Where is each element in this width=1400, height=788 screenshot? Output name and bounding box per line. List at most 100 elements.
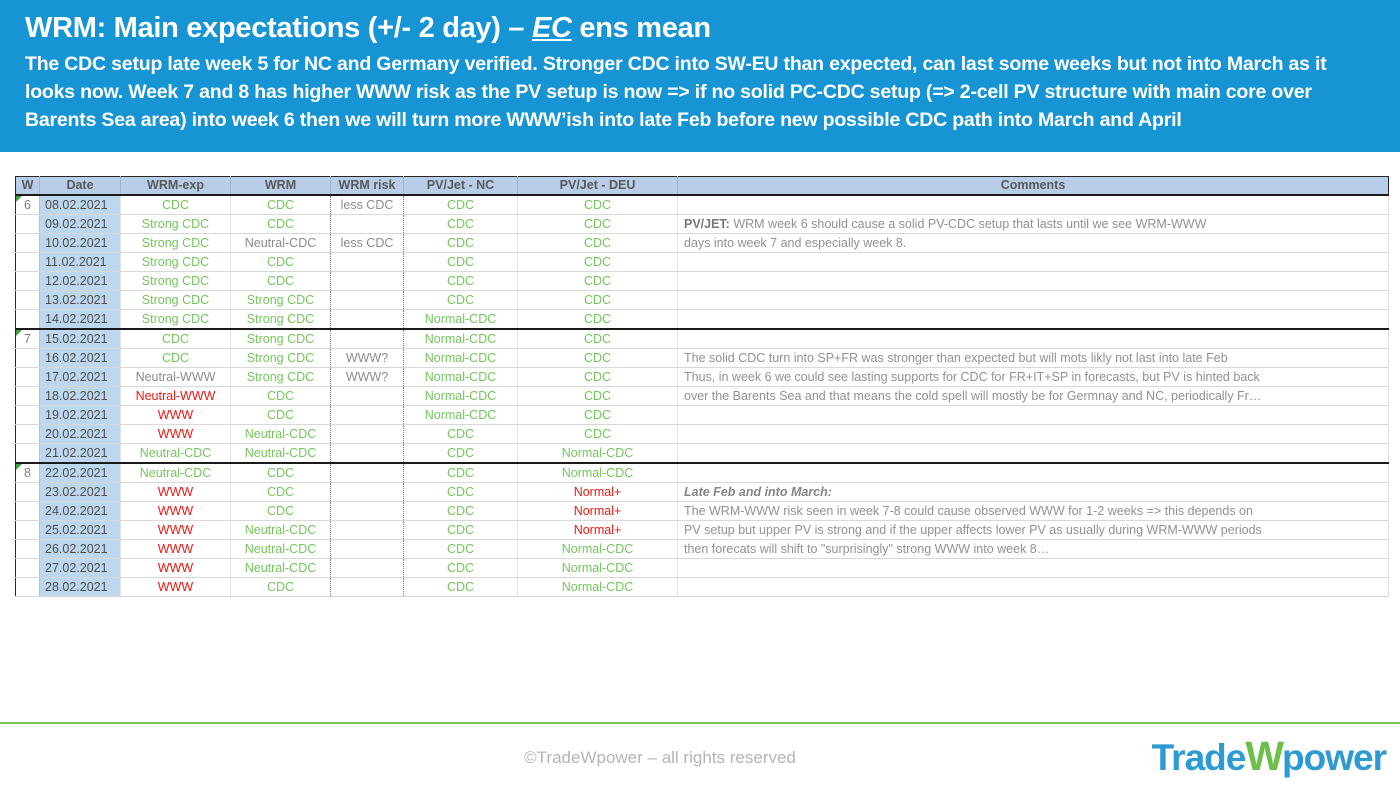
page-title-prefix: WRM: Main expectations (+/- 2 day) – xyxy=(25,12,532,44)
pv-jet-nc-cell: CDC xyxy=(403,462,518,483)
date-cell: 26.02.2021 xyxy=(39,539,121,559)
wrm-cell: Strong CDC xyxy=(230,328,331,349)
comment-cell xyxy=(677,405,1389,425)
week-cell xyxy=(15,443,40,464)
week-cell xyxy=(15,233,40,253)
comment-cell xyxy=(677,577,1389,597)
pv-jet-nc-cell: CDC xyxy=(403,271,518,291)
week-cell xyxy=(15,539,40,559)
wrm-cell: Neutral-CDC xyxy=(230,539,331,559)
wrm-cell: CDC xyxy=(230,405,331,425)
wrm-cell: Neutral-CDC xyxy=(230,443,331,464)
wrm-cell: CDC xyxy=(230,252,331,272)
table-row: 19.02.2021 WWW CDC Normal-CDC CDC xyxy=(15,405,1389,425)
comment-cell xyxy=(677,271,1389,291)
wrm-exp-cell: WWW xyxy=(120,558,231,578)
pv-jet-deu-cell: Normal-CDC xyxy=(517,558,678,578)
table-row: 12.02.2021 Strong CDC CDC CDC CDC xyxy=(15,271,1389,291)
pv-jet-deu-cell: Normal-CDC xyxy=(517,539,678,559)
column-header-pv-jet-deu: PV/Jet - DEU xyxy=(517,176,678,196)
table-row: 23.02.2021 WWW CDC CDC Normal+ Late Feb and i… xyxy=(15,482,1389,502)
pv-jet-nc-cell: CDC xyxy=(403,520,518,540)
table-row: 26.02.2021 WWW Neutral-CDC CDC Normal-CDC the… xyxy=(15,539,1389,559)
week-cell xyxy=(15,386,40,406)
wrm-exp-cell: Strong CDC xyxy=(120,252,231,272)
wrm-cell: Strong CDC xyxy=(230,348,331,368)
date-cell: 25.02.2021 xyxy=(39,520,121,540)
comment-cell xyxy=(677,194,1389,215)
wrm-cell: CDC xyxy=(230,271,331,291)
table-row: 20.02.2021 WWW Neutral-CDC CDC CDC xyxy=(15,424,1389,444)
wrm-risk-cell xyxy=(330,443,404,464)
wrm-cell: Neutral-CDC xyxy=(230,558,331,578)
column-header-date: Date xyxy=(39,176,121,196)
pv-jet-nc-cell: CDC xyxy=(403,443,518,464)
wrm-cell: CDC xyxy=(230,214,331,234)
page-title-suffix: ens mean xyxy=(571,12,711,44)
table-row: 18.02.2021 Neutral-WWW CDC Normal-CDC CDC ove… xyxy=(15,386,1389,406)
table-header-row: W Date WRM-exp WRM WRM risk PV/Jet - NC PV/Jet… xyxy=(15,176,1389,196)
column-header-pv-jet-nc: PV/Jet - NC xyxy=(403,176,518,196)
date-cell: 22.02.2021 xyxy=(39,462,121,483)
comment-cell xyxy=(677,443,1389,464)
wrm-risk-cell xyxy=(330,328,404,349)
wrm-risk-cell xyxy=(330,462,404,483)
wrm-exp-cell: Strong CDC xyxy=(120,309,231,330)
table-row: 16.02.2021 CDC Strong CDC WWW? Normal-CDC CDC… xyxy=(15,348,1389,368)
date-cell: 10.02.2021 xyxy=(39,233,121,253)
wrm-risk-cell xyxy=(330,405,404,425)
pv-jet-deu-cell: CDC xyxy=(517,271,678,291)
pv-jet-deu-cell: Normal-CDC xyxy=(517,443,678,464)
pv-jet-nc-cell: CDC xyxy=(403,558,518,578)
pv-jet-nc-cell: CDC xyxy=(403,482,518,502)
date-cell: 20.02.2021 xyxy=(39,424,121,444)
pv-jet-deu-cell: CDC xyxy=(517,233,678,253)
wrm-risk-cell xyxy=(330,501,404,521)
page-title: WRM: Main expectations (+/- 2 day) – EC … xyxy=(25,12,1375,45)
wrm-cell: CDC xyxy=(230,501,331,521)
pv-jet-deu-cell: CDC xyxy=(517,328,678,349)
week-cell xyxy=(15,424,40,444)
table-row: 13.02.2021 Strong CDC Strong CDC CDC CDC xyxy=(15,290,1389,310)
comment-cell: over the Barents Sea and that means the … xyxy=(677,386,1389,406)
week-cell: 8 xyxy=(15,462,40,483)
expectations-table: W Date WRM-exp WRM WRM risk PV/Jet - NC PV/Jet… xyxy=(15,176,1389,597)
wrm-risk-cell: WWW? xyxy=(330,348,404,368)
wrm-cell: Strong CDC xyxy=(230,309,331,330)
wrm-risk-cell xyxy=(330,558,404,578)
week-cell xyxy=(15,214,40,234)
date-cell: 08.02.2021 xyxy=(39,194,121,215)
pv-jet-nc-cell: CDC xyxy=(403,577,518,597)
wrm-exp-cell: Neutral-WWW xyxy=(120,367,231,387)
date-cell: 24.02.2021 xyxy=(39,501,121,521)
wrm-risk-cell xyxy=(330,539,404,559)
week-cell xyxy=(15,558,40,578)
table-row: 14.02.2021 Strong CDC Strong CDC Normal-CDC… xyxy=(15,309,1389,330)
date-cell: 12.02.2021 xyxy=(39,271,121,291)
wrm-exp-cell: WWW xyxy=(120,424,231,444)
column-header-w: W xyxy=(15,176,40,196)
wrm-risk-cell xyxy=(330,482,404,502)
comment-cell: days into week 7 and especially week 8. xyxy=(677,233,1389,253)
pv-jet-nc-cell: Normal-CDC xyxy=(403,309,518,330)
wrm-exp-cell: CDC xyxy=(120,194,231,215)
column-header-wrm-exp: WRM-exp xyxy=(120,176,231,196)
pv-jet-deu-cell: CDC xyxy=(517,386,678,406)
column-header-comments: Comments xyxy=(677,176,1389,196)
week-cell xyxy=(15,252,40,272)
pv-jet-nc-cell: CDC xyxy=(403,290,518,310)
comment-cell: PV setup but upper PV is strong and if t… xyxy=(677,520,1389,540)
date-cell: 09.02.2021 xyxy=(39,214,121,234)
date-cell: 21.02.2021 xyxy=(39,443,121,464)
table-body: 6 08.02.2021 CDC CDC less CDC CDC CDC 09.02.202… xyxy=(15,194,1389,597)
wrm-risk-cell: less CDC xyxy=(330,233,404,253)
table-row: 7 15.02.2021 CDC Strong CDC Normal-CDC CDC xyxy=(15,328,1389,349)
wrm-exp-cell: CDC xyxy=(120,328,231,349)
comment-cell xyxy=(677,290,1389,310)
pv-jet-nc-cell: Normal-CDC xyxy=(403,348,518,368)
pv-jet-deu-cell: Normal+ xyxy=(517,482,678,502)
pv-jet-deu-cell: CDC xyxy=(517,309,678,330)
date-cell: 13.02.2021 xyxy=(39,290,121,310)
wrm-exp-cell: WWW xyxy=(120,482,231,502)
pv-jet-deu-cell: CDC xyxy=(517,214,678,234)
